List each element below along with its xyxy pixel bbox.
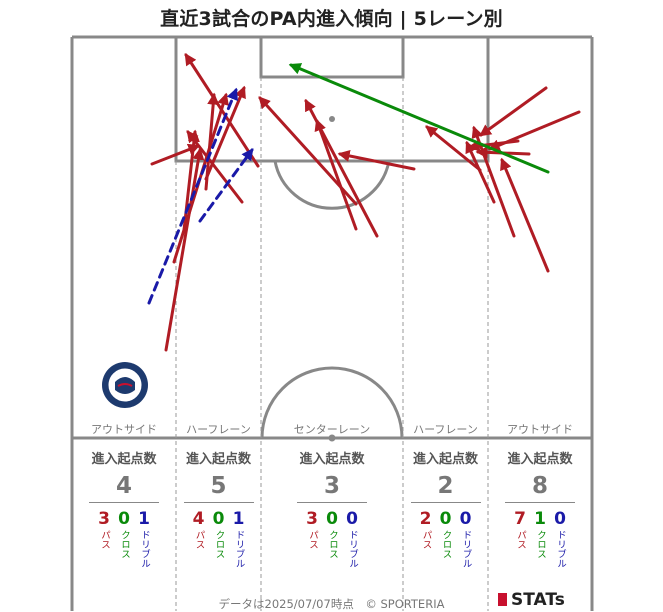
- lane-label-outside-left: アウトサイド: [91, 423, 157, 436]
- cross-arrow: [288, 63, 550, 174]
- cross-label: クロス: [119, 530, 130, 559]
- lane-stats-center: 進入起点数 3 3 パス 0 クロス 0 ドリブル: [261, 448, 403, 568]
- chart-title: 直近3試合のPA内進入傾向 | 5レーン別: [160, 8, 503, 30]
- footer-note: データは2025/07/07時点 © SPORTERIA: [218, 597, 445, 611]
- club-badge: [102, 362, 148, 408]
- dribble-label: ドリブル: [233, 530, 245, 568]
- dribble-label: ドリブル: [555, 530, 566, 568]
- pass-count: 2: [419, 509, 432, 529]
- pitch-lines: [70, 35, 594, 611]
- cross-label: クロス: [327, 530, 338, 559]
- dribble-count: 1: [138, 509, 150, 529]
- pass-arrow: [204, 85, 246, 181]
- dribble-count: 1: [232, 509, 245, 529]
- pass-arrow: [164, 147, 205, 352]
- pass-arrow: [186, 130, 244, 204]
- start-count-heading: 進入起点数: [185, 452, 251, 467]
- cross-count: 0: [326, 509, 338, 529]
- pass-label: パス: [515, 530, 526, 549]
- pass-label: パス: [420, 530, 432, 549]
- pass-arrow: [465, 140, 496, 204]
- cross-count: 0: [439, 509, 452, 529]
- start-count-heading: 進入起点数: [412, 452, 478, 467]
- pass-arrow: [425, 125, 482, 172]
- total-count: 3: [323, 473, 340, 499]
- stats-logo-mark: [498, 593, 507, 606]
- pass-arrow: [314, 118, 358, 231]
- lane-stats-outside-left: 進入起点数 4 3 パス 0 クロス 1 ドリブル: [72, 448, 176, 568]
- dribble-count: 0: [346, 509, 358, 529]
- entry-arrows: [147, 52, 581, 352]
- penalty-arc: [273, 160, 391, 210]
- centre-circle: [260, 366, 404, 439]
- pass-arrow: [479, 86, 548, 137]
- pass-arrow: [337, 150, 416, 171]
- cross-count: 0: [118, 509, 130, 529]
- lane-stats-halfspace-right: 進入起点数 2 2 パス 0 クロス 0 ドリブル: [403, 448, 488, 568]
- pass-label: パス: [193, 530, 205, 549]
- pass-count: 7: [514, 509, 526, 529]
- pass-label: パス: [99, 530, 110, 549]
- cross-label: クロス: [535, 530, 546, 559]
- cross-label: クロス: [213, 530, 225, 559]
- lane-dividers: [175, 77, 489, 611]
- start-count-heading: 進入起点数: [91, 452, 157, 467]
- stats-logo-text: STATs: [511, 590, 565, 610]
- stats-logo: STATs: [498, 590, 565, 610]
- lane-label-halfspace-right: ハーフレーン: [413, 423, 478, 436]
- dribble-label: ドリブル: [139, 530, 150, 568]
- lane-stats-outside-right: 進入起点数 8 7 パス 1 クロス 0 ドリブル: [488, 448, 592, 568]
- start-count-heading: 進入起点数: [507, 452, 573, 467]
- dribble-count: 0: [459, 509, 472, 529]
- pass-label: パス: [307, 530, 318, 549]
- lane-label-center: センターレーン: [293, 423, 371, 436]
- goal-area: [259, 35, 405, 79]
- total-count: 2: [437, 473, 454, 499]
- pass-count: 3: [98, 509, 110, 529]
- pass-arrow: [467, 139, 520, 152]
- total-count: 5: [210, 473, 227, 499]
- cross-count: 1: [534, 509, 546, 529]
- cross-label: クロス: [440, 530, 452, 559]
- penalty-spot: [329, 116, 335, 122]
- lane-label-halfspace-left: ハーフレーン: [186, 423, 251, 436]
- dribble-label: ドリブル: [460, 530, 472, 568]
- centre-spot: [328, 434, 336, 442]
- cross-count: 0: [212, 509, 225, 529]
- pass-count: 4: [192, 509, 205, 529]
- lane-stats-halfspace-left: 進入起点数 5 4 パス 0 クロス 1 ドリブル: [176, 448, 261, 568]
- dribble-label: ドリブル: [347, 530, 358, 568]
- start-count-heading: 進入起点数: [299, 452, 365, 467]
- pass-arrow: [150, 143, 201, 166]
- total-count: 8: [531, 473, 548, 499]
- dribble-arrow: [147, 87, 238, 305]
- lane-label-outside-right: アウトサイド: [507, 423, 573, 436]
- dribble-count: 0: [554, 509, 566, 529]
- dribble-arrow: [198, 148, 254, 223]
- pass-arrow: [500, 157, 550, 273]
- total-count: 4: [115, 473, 132, 499]
- pass-count: 3: [306, 509, 318, 529]
